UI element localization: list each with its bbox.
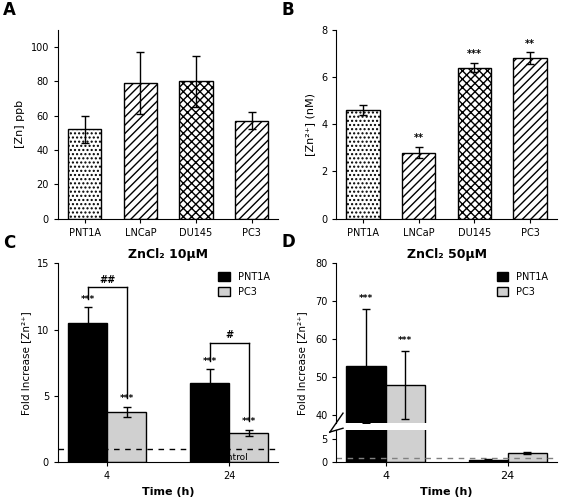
Bar <box>513 58 547 219</box>
Y-axis label: [Zn²⁺] (nM): [Zn²⁺] (nM) <box>306 93 316 156</box>
Bar <box>346 110 380 219</box>
Bar <box>508 453 547 462</box>
Text: A: A <box>3 0 16 19</box>
Bar <box>68 129 101 219</box>
Bar <box>469 460 508 462</box>
Bar <box>346 366 386 497</box>
Y-axis label: Fold Increase [Zn²⁺]: Fold Increase [Zn²⁺] <box>21 311 31 414</box>
Text: ***: *** <box>467 49 482 59</box>
Text: ##: ## <box>99 275 115 285</box>
Text: ***: *** <box>81 295 95 304</box>
Bar <box>229 433 269 462</box>
Bar <box>386 243 425 462</box>
Bar <box>458 68 491 219</box>
Text: ***: *** <box>242 417 256 426</box>
Text: #: # <box>225 331 233 340</box>
Text: C: C <box>3 234 15 251</box>
Text: ***: *** <box>398 336 412 345</box>
Bar <box>107 412 146 462</box>
Text: ***: *** <box>202 357 217 366</box>
Legend: PNT1A, PC3: PNT1A, PC3 <box>493 268 552 301</box>
Text: B: B <box>281 0 294 19</box>
Y-axis label: [Zn] ppb: [Zn] ppb <box>15 100 25 148</box>
Bar <box>124 83 157 219</box>
Bar <box>68 323 107 462</box>
Text: D: D <box>281 234 295 251</box>
Text: ***: *** <box>359 294 373 303</box>
Text: **: ** <box>414 133 424 143</box>
Bar <box>386 385 425 497</box>
Text: **: ** <box>525 39 535 49</box>
Title: ZnCl₂ 10μM: ZnCl₂ 10μM <box>128 248 208 261</box>
Bar <box>346 220 386 462</box>
X-axis label: Time (h): Time (h) <box>420 487 473 497</box>
Bar <box>235 121 269 219</box>
Bar <box>190 383 229 462</box>
Title: ZnCl₂ 50μM: ZnCl₂ 50μM <box>407 248 487 261</box>
X-axis label: Time (h): Time (h) <box>142 487 194 497</box>
Text: Fold Increase [Zn²⁺]: Fold Increase [Zn²⁺] <box>296 311 307 414</box>
Legend: PNT1A, PC3: PNT1A, PC3 <box>215 268 274 301</box>
Bar <box>402 153 436 219</box>
Text: Control: Control <box>215 453 248 462</box>
Bar <box>179 82 213 219</box>
Text: ***: *** <box>119 394 134 403</box>
